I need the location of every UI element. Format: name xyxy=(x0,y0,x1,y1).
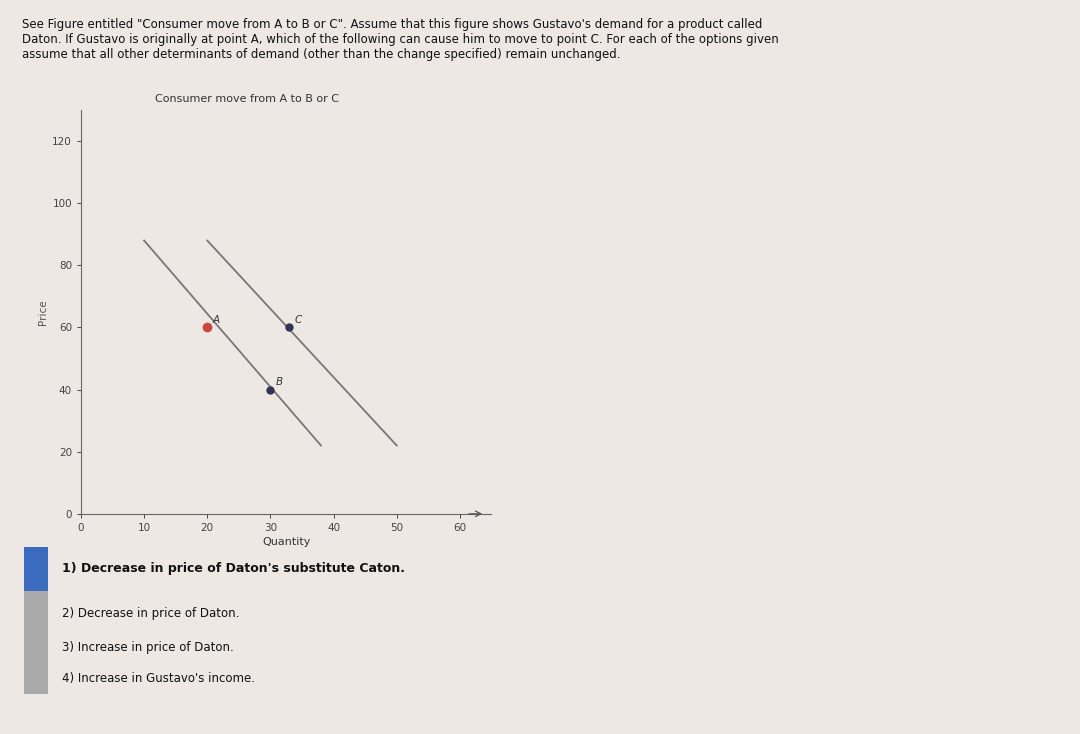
Y-axis label: Price: Price xyxy=(38,299,48,324)
Text: 3) Increase in price of Daton.: 3) Increase in price of Daton. xyxy=(62,641,233,654)
Text: C: C xyxy=(295,315,301,325)
Text: 4) Increase in Gustavo's income.: 4) Increase in Gustavo's income. xyxy=(62,672,255,685)
Text: assume that all other determinants of demand (other than the change specified) r: assume that all other determinants of de… xyxy=(22,48,620,61)
Text: B: B xyxy=(275,377,283,387)
Text: See Figure entitled "Consumer move from A to B or C". Assume that this figure sh: See Figure entitled "Consumer move from … xyxy=(22,18,762,32)
Text: A: A xyxy=(213,315,219,325)
Text: 1) Decrease in price of Daton's substitute Caton.: 1) Decrease in price of Daton's substitu… xyxy=(62,562,405,575)
Text: 2) Decrease in price of Daton.: 2) Decrease in price of Daton. xyxy=(62,607,239,620)
X-axis label: Quantity: Quantity xyxy=(262,537,310,547)
Text: Consumer move from A to B or C: Consumer move from A to B or C xyxy=(154,94,339,103)
Text: Daton. If Gustavo is originally at point A, which of the following can cause him: Daton. If Gustavo is originally at point… xyxy=(22,33,779,46)
